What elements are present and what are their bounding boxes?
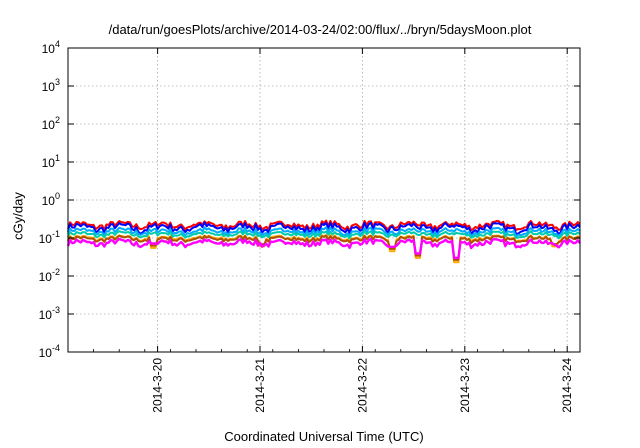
y-axis-ticks: 10-4 10-3 10-2 10-1 100 101 102 103 104 [39, 39, 580, 360]
y-tick-label: 104 [42, 39, 60, 56]
y-tick-label: 10-1 [39, 229, 60, 246]
x-tick-label: 2014-3-24 [560, 358, 574, 413]
x-axis-label: Coordinated Universal Time (UTC) [224, 429, 424, 444]
series-line [67, 226, 581, 238]
y-tick-label: 10-4 [39, 343, 60, 360]
y-tick-label: 10-3 [39, 305, 60, 322]
series-line [67, 230, 581, 240]
x-axis-ticks: 2014-3-20 2014-3-21 2014-3-22 2014-3-23 2014… [93, 48, 574, 413]
chart-title: /data/run/goesPlots/archive/2014-03-24/0… [108, 22, 532, 37]
x-tick-label: 2014-3-21 [253, 358, 267, 413]
series-line [67, 219, 581, 233]
series-line [67, 234, 581, 261]
y-tick-label: 103 [42, 77, 60, 94]
y-tick-label: 102 [42, 115, 60, 132]
x-tick-label: 2014-3-20 [151, 358, 165, 413]
series-line [66, 237, 581, 260]
series-group [66, 219, 581, 264]
grid [68, 48, 580, 352]
y-tick-label: 100 [42, 191, 60, 208]
series-line [67, 221, 581, 236]
x-tick-label: 2014-3-23 [458, 358, 472, 413]
y-tick-label: 10-2 [39, 267, 60, 284]
x-tick-label: 2014-3-22 [355, 358, 369, 413]
y-tick-label: 101 [42, 153, 60, 170]
